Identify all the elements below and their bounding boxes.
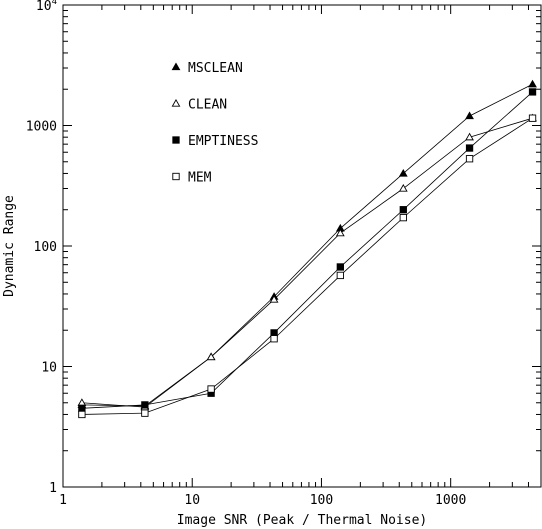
legend: MSCLEAN CLEAN EMPTINESS MEM — [171, 61, 258, 186]
data-point-mem — [141, 409, 149, 417]
y-tick-label: 1000 — [26, 120, 57, 135]
data-point-emptiness — [528, 88, 537, 96]
y-axis-title: Dynamic Range — [2, 195, 17, 297]
series-line-clean — [81, 117, 533, 408]
data-point-msclean — [528, 79, 537, 88]
tick-labels: 1 10 100 1000 1 10 100 1000 104 — [26, 0, 467, 508]
data-point-clean — [269, 294, 279, 303]
plot-frame — [62, 4, 542, 488]
y-tick-label: 104 — [36, 0, 57, 14]
data-point-mem — [207, 385, 215, 393]
series-line-mem — [81, 117, 533, 415]
x-tick-label: 1000 — [435, 493, 466, 508]
data-point-msclean — [465, 111, 474, 120]
data-point-mem — [336, 271, 344, 280]
x-tick-label: 10 — [184, 493, 200, 508]
legend-label-msclean: MSCLEAN — [188, 61, 243, 76]
data-point-clean — [77, 398, 87, 406]
series-line-msclean — [81, 83, 533, 407]
data-point-mem — [78, 410, 86, 419]
legend-marker-clean — [171, 98, 181, 107]
series-lines — [81, 83, 533, 415]
data-point-clean — [335, 228, 345, 237]
data-point-emptiness — [465, 144, 474, 152]
x-tick-label: 1 — [59, 493, 67, 508]
axis-ticks — [62, 4, 542, 488]
series-line-emptiness — [81, 91, 533, 409]
data-point-clean — [465, 132, 474, 141]
legend-label-emptiness: EMPTINESS — [188, 134, 258, 149]
legend-label-clean: CLEAN — [188, 98, 227, 113]
data-point-mem — [270, 335, 278, 343]
data-point-clean — [398, 183, 408, 192]
y-tick-label: 100 — [34, 240, 57, 255]
legend-marker-msclean — [171, 62, 181, 71]
data-point-mem — [465, 155, 474, 163]
data-point-mem — [399, 213, 407, 222]
legend-marker-emptiness — [172, 136, 180, 144]
data-point-msclean — [398, 168, 408, 177]
y-tick-label: 10 — [41, 361, 57, 376]
data-point-clean — [206, 352, 216, 361]
x-tick-label: 100 — [310, 493, 333, 508]
data-point-emptiness — [141, 401, 149, 409]
data-point-emptiness — [399, 206, 407, 214]
data-point-emptiness — [78, 404, 86, 412]
legend-label-mem: MEM — [188, 171, 212, 186]
y-tick-label: 1 — [49, 481, 57, 496]
data-point-emptiness — [336, 263, 344, 271]
legend-marker-mem — [172, 172, 180, 181]
data-point-mem — [528, 114, 537, 122]
series-markers — [77, 79, 537, 419]
x-axis-title: Image SNR (Peak / Thermal Noise) — [177, 513, 427, 528]
